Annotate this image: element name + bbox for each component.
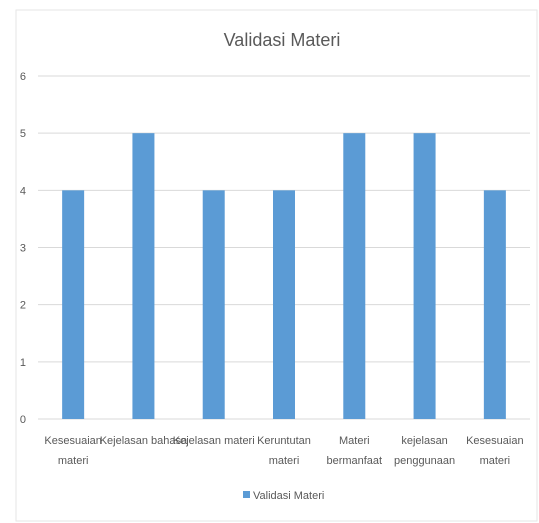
y-tick-label: 3 (20, 243, 26, 255)
bar (62, 190, 85, 419)
legend-label: Validasi Materi (253, 490, 324, 502)
x-tick-label: Kesesuaian materi (466, 435, 524, 467)
y-tick-label: 2 (20, 300, 26, 312)
bars (62, 133, 506, 419)
y-tick-label: 4 (20, 185, 26, 197)
legend-swatch (243, 491, 250, 498)
y-tick-label: 0 (20, 414, 26, 426)
bar (132, 133, 155, 419)
x-tick-label: kejelasan penggunaan (394, 435, 455, 467)
x-tick-label: Materi bermanfaat (326, 435, 382, 467)
chart-title: Validasi Materi (224, 30, 341, 50)
x-tick-label: Keruntutan materi (257, 435, 311, 467)
y-tick-label: 6 (20, 71, 26, 83)
bar (202, 190, 225, 419)
y-tick-label: 1 (20, 357, 26, 369)
bar (483, 190, 506, 419)
bar (273, 190, 295, 419)
bar (343, 133, 366, 419)
bar (413, 133, 436, 419)
legend: Validasi Materi (243, 490, 324, 502)
y-axis-ticks: 0 1 2 3 4 5 6 (20, 71, 26, 426)
x-tick-label: Kesesuaian materi (44, 435, 102, 467)
y-tick-label: 5 (20, 128, 26, 140)
x-tick-label: Kejelasan bahasa (100, 435, 188, 447)
x-tick-label: Kejelasan materi (173, 435, 255, 447)
